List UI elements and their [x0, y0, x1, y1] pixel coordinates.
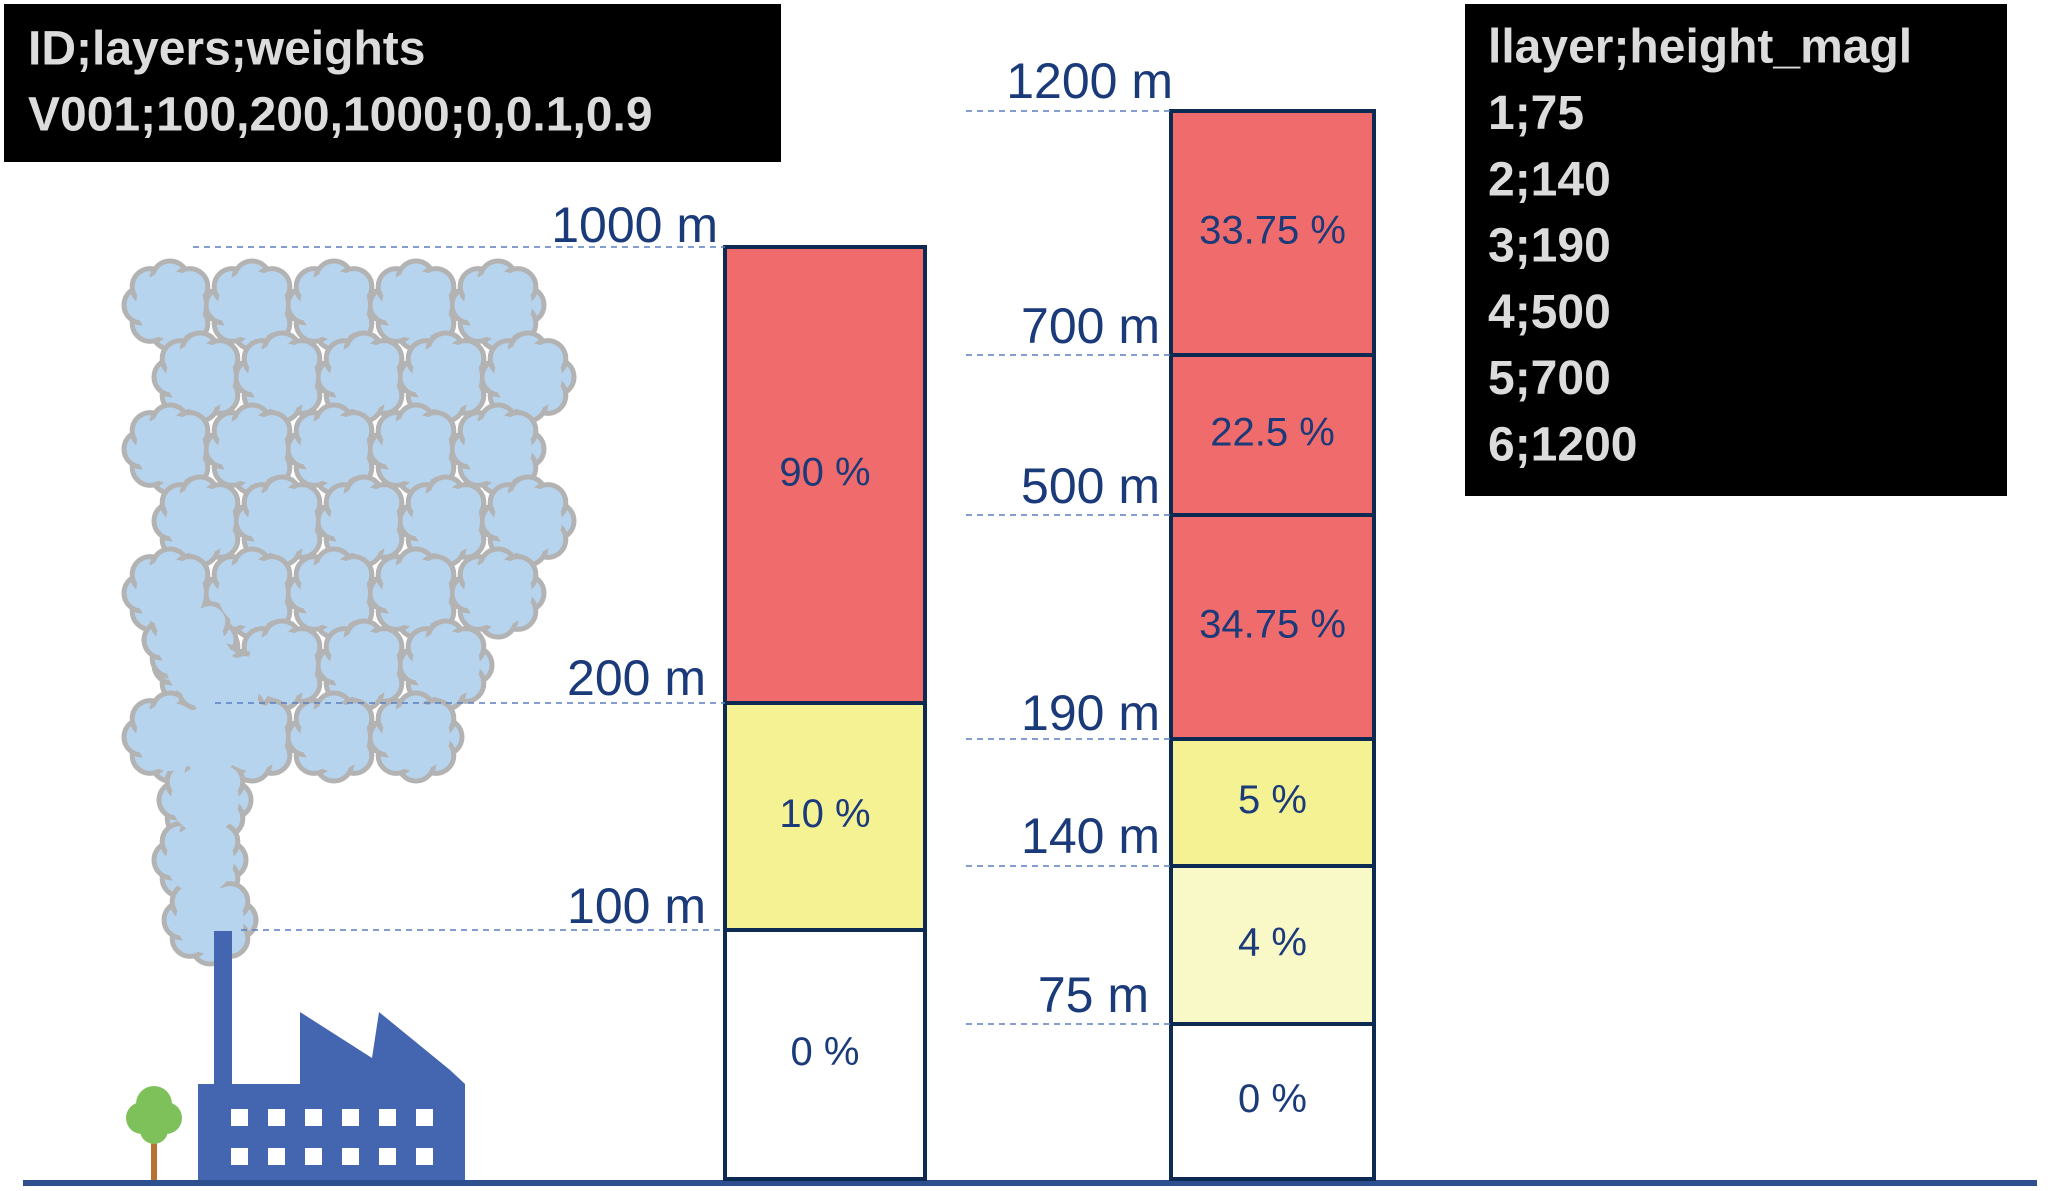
- windows: [231, 1109, 433, 1165]
- plume-core: [412, 487, 480, 555]
- plume-core: [218, 559, 286, 627]
- plume-core: [300, 703, 368, 771]
- layer-weight: 0 %: [791, 1030, 860, 1074]
- plume-core: [382, 703, 450, 771]
- height-label: 190 m: [1021, 685, 1160, 741]
- height-label: 200 m: [567, 650, 706, 706]
- trunk: [151, 1120, 157, 1182]
- box-line: 6;1200: [1488, 418, 1637, 471]
- height-label: 140 m: [1021, 808, 1160, 864]
- plume-core: [300, 559, 368, 627]
- plume-core: [330, 343, 398, 411]
- plume-core: [464, 559, 532, 627]
- plume-core: [464, 271, 532, 339]
- plume-core: [248, 343, 316, 411]
- layer-weight: 4 %: [1238, 921, 1307, 965]
- layer-weight: 22.5 %: [1210, 411, 1335, 455]
- tree: [126, 1086, 182, 1182]
- plume-core: [166, 487, 234, 555]
- window: [416, 1148, 433, 1165]
- layer-segment: [1169, 353, 1376, 517]
- box-line: 4;500: [1488, 286, 1611, 339]
- plume-core: [248, 487, 316, 555]
- building: [198, 1012, 465, 1182]
- plume-core: [218, 271, 286, 339]
- height-label: 75 m: [1038, 967, 1149, 1023]
- plume-core: [166, 343, 234, 411]
- window: [268, 1148, 285, 1165]
- plume-core: [464, 415, 532, 483]
- plume-core: [166, 826, 234, 894]
- layer-segment: [723, 928, 927, 1181]
- window: [305, 1148, 322, 1165]
- window: [342, 1109, 359, 1126]
- plume-core: [136, 415, 204, 483]
- plume-core: [171, 766, 239, 834]
- layer-segment: [1169, 737, 1376, 868]
- height-label: 1200 m: [1006, 53, 1173, 109]
- box-line: 2;140: [1488, 153, 1611, 206]
- factory: [198, 931, 465, 1182]
- box-line: 5;700: [1488, 352, 1611, 405]
- window: [231, 1109, 248, 1126]
- plume-core: [382, 415, 450, 483]
- window: [231, 1148, 248, 1165]
- layer-weight: 90 %: [779, 451, 870, 495]
- window: [379, 1109, 396, 1126]
- plume-core: [136, 271, 204, 339]
- layer-segment: [723, 245, 927, 705]
- plume-core: [494, 487, 562, 555]
- plume-core: [382, 271, 450, 339]
- plume-core: [412, 343, 480, 411]
- box-line: V001;100,200,1000;0,0.1,0.9: [28, 89, 653, 142]
- plume-core: [191, 656, 259, 724]
- plume-core: [330, 631, 398, 699]
- layer-weight: 33.75 %: [1199, 209, 1346, 253]
- layer-weight: 34.75 %: [1199, 603, 1346, 647]
- box-line: llayer;height_magl: [1488, 21, 1912, 74]
- plume-core: [382, 559, 450, 627]
- plume-core: [494, 343, 562, 411]
- height-label: 500 m: [1021, 458, 1160, 514]
- height-label: 100 m: [567, 878, 706, 934]
- plume: [121, 258, 577, 967]
- layer-segment: [1169, 864, 1376, 1026]
- leaf: [140, 1116, 168, 1144]
- layer-segment: [1169, 109, 1376, 357]
- plume-core: [330, 487, 398, 555]
- layer-weight: 10 %: [779, 792, 870, 836]
- plume-core: [300, 271, 368, 339]
- layer-weight: 5 %: [1238, 778, 1307, 822]
- box-line: 3;190: [1488, 220, 1611, 273]
- plume-core: [248, 631, 316, 699]
- box-line: ID;layers;weights: [28, 23, 425, 76]
- layer-segment: [1169, 1022, 1376, 1181]
- chimney: [214, 931, 232, 1091]
- plume-core: [412, 631, 480, 699]
- plume-core: [218, 415, 286, 483]
- layer-segment: [1169, 513, 1376, 741]
- height-label: 1000 m: [551, 197, 718, 253]
- height-label: 700 m: [1021, 298, 1160, 354]
- window: [342, 1148, 359, 1165]
- box-line: 1;75: [1488, 87, 1584, 140]
- leaf: [136, 1086, 172, 1122]
- plume-core: [156, 606, 224, 674]
- window: [305, 1109, 322, 1126]
- window: [268, 1109, 285, 1126]
- plume-core: [300, 415, 368, 483]
- layer-weight: 0 %: [1238, 1077, 1307, 1121]
- left-box: [4, 4, 781, 162]
- window: [379, 1148, 396, 1165]
- right-box: [1465, 4, 2007, 496]
- window: [416, 1109, 433, 1126]
- plume-core: [176, 886, 244, 954]
